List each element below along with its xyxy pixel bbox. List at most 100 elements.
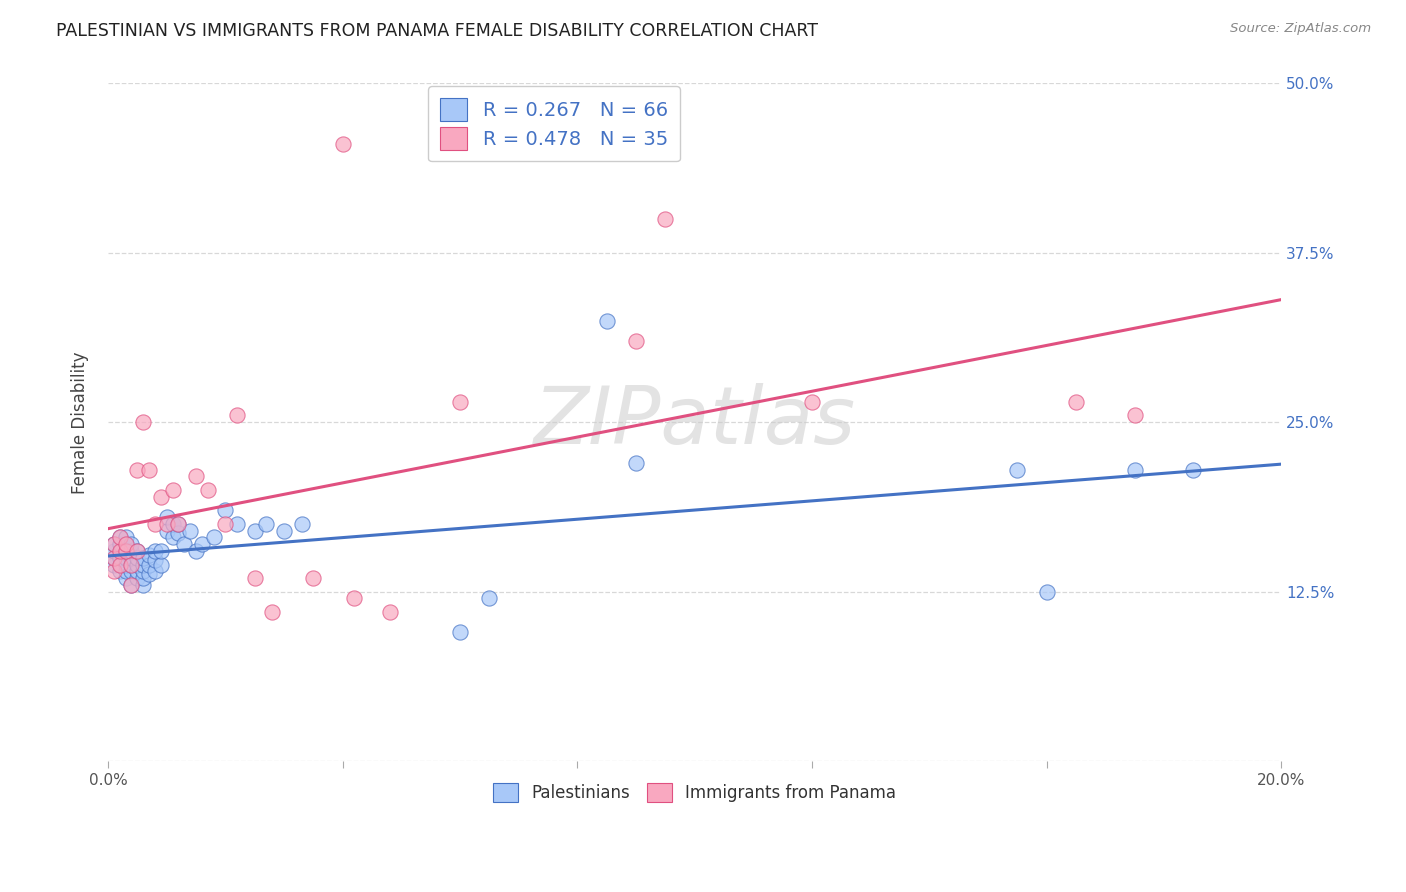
- Point: [138, 558, 160, 572]
- Point: [449, 395, 471, 409]
- Point: [114, 537, 136, 551]
- Point: [120, 578, 142, 592]
- Point: [143, 516, 166, 531]
- Point: [132, 565, 155, 579]
- Point: [343, 591, 366, 606]
- Point: [184, 469, 207, 483]
- Point: [167, 516, 190, 531]
- Point: [654, 211, 676, 226]
- Point: [167, 526, 190, 541]
- Point: [114, 550, 136, 565]
- Point: [243, 524, 266, 538]
- Point: [214, 503, 236, 517]
- Text: PALESTINIAN VS IMMIGRANTS FROM PANAMA FEMALE DISABILITY CORRELATION CHART: PALESTINIAN VS IMMIGRANTS FROM PANAMA FE…: [56, 22, 818, 40]
- Point: [332, 137, 354, 152]
- Point: [1123, 409, 1146, 423]
- Point: [138, 548, 160, 562]
- Point: [120, 544, 142, 558]
- Point: [138, 567, 160, 582]
- Point: [162, 483, 184, 497]
- Point: [243, 571, 266, 585]
- Point: [197, 483, 219, 497]
- Point: [149, 558, 172, 572]
- Point: [114, 531, 136, 545]
- Y-axis label: Female Disability: Female Disability: [72, 351, 89, 493]
- Point: [114, 544, 136, 558]
- Point: [114, 544, 136, 558]
- Point: [127, 544, 149, 558]
- Point: [595, 313, 617, 327]
- Point: [262, 605, 284, 619]
- Point: [120, 558, 142, 572]
- Point: [156, 516, 179, 531]
- Point: [108, 531, 131, 545]
- Point: [149, 490, 172, 504]
- Point: [156, 510, 179, 524]
- Point: [624, 456, 647, 470]
- Point: [127, 565, 149, 579]
- Point: [291, 516, 314, 531]
- Point: [1035, 584, 1057, 599]
- Point: [478, 591, 501, 606]
- Point: [167, 516, 190, 531]
- Point: [302, 571, 325, 585]
- Point: [138, 463, 160, 477]
- Point: [624, 334, 647, 348]
- Point: [162, 516, 184, 531]
- Point: [143, 553, 166, 567]
- Point: [156, 524, 179, 538]
- Point: [214, 516, 236, 531]
- Point: [120, 550, 142, 565]
- Point: [801, 395, 824, 409]
- Text: ZIPatlas: ZIPatlas: [534, 384, 856, 461]
- Point: [108, 558, 131, 572]
- Point: [184, 544, 207, 558]
- Point: [132, 578, 155, 592]
- Point: [1123, 463, 1146, 477]
- Point: [114, 571, 136, 585]
- Point: [132, 550, 155, 565]
- Point: [378, 605, 401, 619]
- Point: [108, 531, 131, 545]
- Point: [127, 571, 149, 585]
- Point: [103, 550, 125, 565]
- Point: [120, 565, 142, 579]
- Point: [114, 565, 136, 579]
- Legend: Palestinians, Immigrants from Panama: Palestinians, Immigrants from Panama: [481, 772, 908, 814]
- Point: [143, 544, 166, 558]
- Point: [127, 550, 149, 565]
- Point: [132, 558, 155, 572]
- Text: Source: ZipAtlas.com: Source: ZipAtlas.com: [1230, 22, 1371, 36]
- Point: [127, 463, 149, 477]
- Point: [162, 531, 184, 545]
- Point: [202, 531, 225, 545]
- Point: [108, 550, 131, 565]
- Point: [273, 524, 295, 538]
- Point: [179, 524, 201, 538]
- Point: [1182, 463, 1205, 477]
- Point: [226, 409, 249, 423]
- Point: [1064, 395, 1087, 409]
- Point: [103, 558, 125, 572]
- Point: [449, 625, 471, 640]
- Point: [127, 558, 149, 572]
- Point: [127, 544, 149, 558]
- Point: [173, 537, 195, 551]
- Point: [108, 544, 131, 558]
- Point: [103, 544, 125, 558]
- Point: [114, 558, 136, 572]
- Point: [108, 544, 131, 558]
- Point: [1007, 463, 1029, 477]
- Point: [120, 537, 142, 551]
- Point: [254, 516, 277, 531]
- Point: [103, 550, 125, 565]
- Point: [108, 537, 131, 551]
- Point: [114, 537, 136, 551]
- Point: [132, 571, 155, 585]
- Point: [149, 544, 172, 558]
- Point: [108, 565, 131, 579]
- Point: [132, 415, 155, 429]
- Point: [103, 537, 125, 551]
- Point: [120, 558, 142, 572]
- Point: [103, 565, 125, 579]
